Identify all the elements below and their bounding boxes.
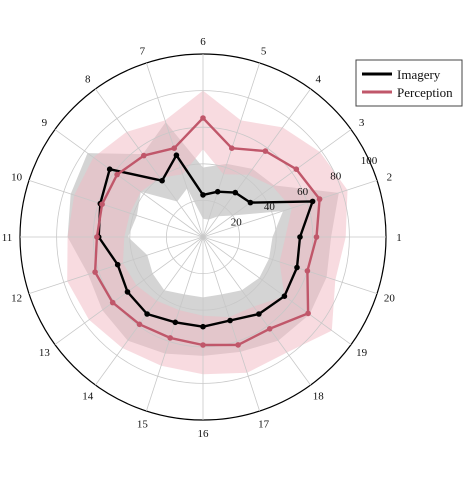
point-perception-15 xyxy=(167,335,173,341)
point-perception-6 xyxy=(200,115,206,121)
point-imagery-14 xyxy=(144,311,150,317)
point-imagery-13 xyxy=(124,289,131,295)
polar-grid xyxy=(19,53,387,421)
category-label-15: 15 xyxy=(137,418,149,430)
point-perception-16 xyxy=(200,342,206,348)
point-imagery-1 xyxy=(297,234,303,240)
uncertainty-bands xyxy=(67,90,348,375)
point-perception-17 xyxy=(235,342,241,348)
grid-spoke-3 xyxy=(202,129,352,238)
category-label-11: 11 xyxy=(2,232,13,244)
category-label-5: 5 xyxy=(261,46,267,58)
radial-tick-label-80: 80 xyxy=(330,170,342,182)
point-imagery-19 xyxy=(281,293,288,300)
axis-labels: 2040608010012345678910111213141516171819… xyxy=(2,36,402,440)
grid-spoke-20 xyxy=(202,236,378,294)
point-perception-13 xyxy=(109,299,116,306)
category-label-18: 18 xyxy=(313,391,325,403)
point-imagery-8 xyxy=(159,177,165,184)
point-perception-4 xyxy=(262,148,269,154)
category-label-1: 1 xyxy=(396,232,402,244)
category-label-14: 14 xyxy=(82,391,94,403)
point-perception-9 xyxy=(114,171,120,178)
band-perception xyxy=(67,90,348,375)
point-perception-1 xyxy=(313,234,320,240)
category-label-12: 12 xyxy=(11,293,22,305)
point-imagery-7 xyxy=(173,152,180,158)
legend-box xyxy=(355,59,463,107)
radial-tick-label-20: 20 xyxy=(231,217,243,229)
point-perception-20 xyxy=(304,268,311,274)
point-imagery-12 xyxy=(114,261,121,268)
category-label-20: 20 xyxy=(384,293,396,305)
legend-perception-label: Perception xyxy=(397,85,453,100)
point-imagery-16 xyxy=(200,323,206,330)
point-imagery-2 xyxy=(309,198,316,205)
point-imagery-17 xyxy=(227,317,233,324)
point-imagery-4 xyxy=(232,189,239,196)
grid-spoke-19 xyxy=(202,236,352,345)
point-perception-12 xyxy=(92,269,98,275)
grid-spoke-14 xyxy=(95,236,204,386)
category-label-13: 13 xyxy=(39,347,51,359)
point-perception-8 xyxy=(141,152,147,159)
category-label-7: 7 xyxy=(140,46,146,58)
point-perception-11 xyxy=(94,234,100,240)
category-label-4: 4 xyxy=(315,73,321,85)
grid-spoke-10 xyxy=(28,180,204,238)
point-perception-7 xyxy=(171,145,177,151)
point-imagery-20 xyxy=(294,264,300,271)
category-label-19: 19 xyxy=(356,347,368,359)
category-label-3: 3 xyxy=(359,117,365,129)
point-imagery-15 xyxy=(172,319,179,326)
category-label-17: 17 xyxy=(258,418,270,430)
point-perception-14 xyxy=(136,321,143,328)
radial-tick-label-40: 40 xyxy=(264,201,276,213)
grid-spoke-8 xyxy=(95,88,204,238)
radial-tick-label-60: 60 xyxy=(297,186,309,198)
point-perception-18 xyxy=(266,326,273,332)
radial-tick-label-100: 100 xyxy=(361,155,378,167)
point-perception-3 xyxy=(293,166,300,172)
point-imagery-5 xyxy=(214,188,221,195)
point-imagery-18 xyxy=(256,311,262,317)
category-label-10: 10 xyxy=(11,171,23,183)
category-label-6: 6 xyxy=(200,36,206,48)
point-perception-5 xyxy=(229,145,235,151)
point-imagery-6 xyxy=(200,192,206,198)
point-perception-19 xyxy=(305,310,311,317)
category-label-8: 8 xyxy=(85,73,91,85)
category-label-9: 9 xyxy=(42,117,48,129)
point-imagery-9 xyxy=(106,166,113,172)
data-series xyxy=(92,115,323,348)
point-perception-2 xyxy=(316,196,323,202)
grid-spoke-17 xyxy=(202,236,260,412)
point-perception-10 xyxy=(99,201,105,207)
point-imagery-3 xyxy=(247,199,254,206)
category-label-16: 16 xyxy=(198,428,210,440)
grid-spoke-9 xyxy=(54,129,204,238)
grid-spoke-4 xyxy=(202,88,311,238)
legend: Imagery Perception xyxy=(355,59,463,107)
grid-spoke-2 xyxy=(202,180,378,238)
category-label-2: 2 xyxy=(387,171,393,183)
legend-imagery-label: Imagery xyxy=(397,67,441,82)
grid-spoke-18 xyxy=(202,236,311,386)
